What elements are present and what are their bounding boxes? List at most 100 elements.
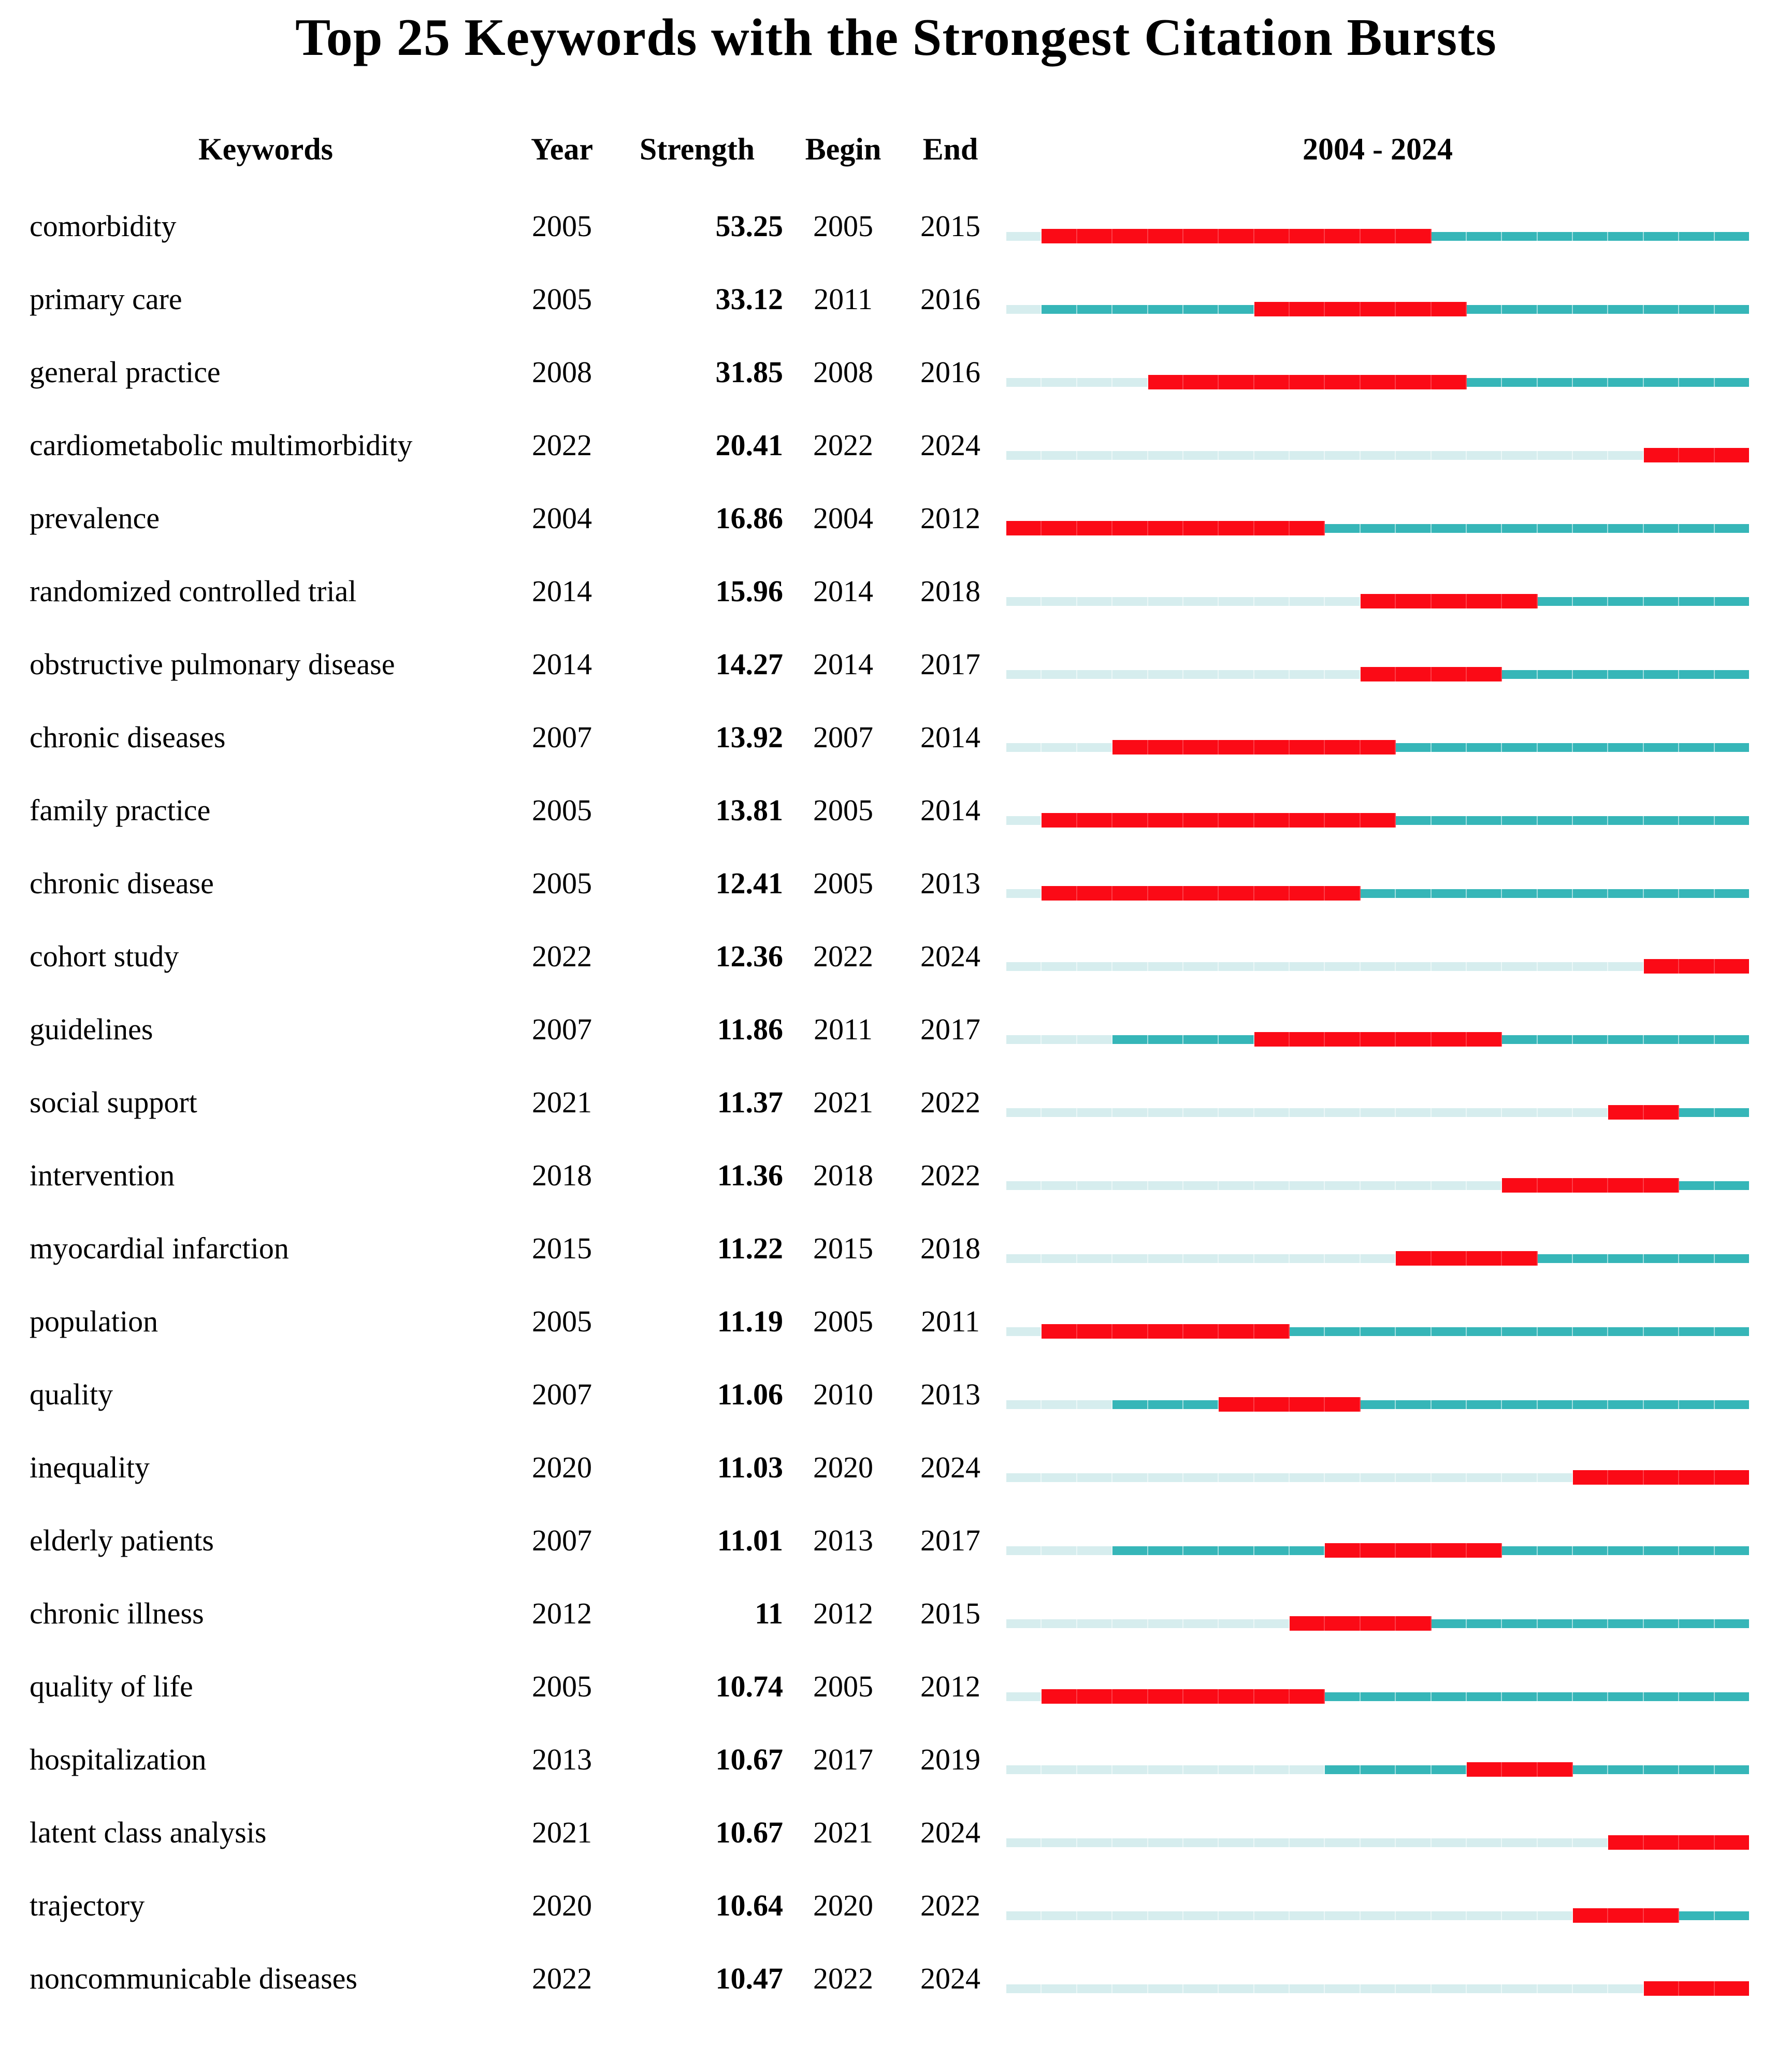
timeline-year-cell <box>1431 889 1467 898</box>
timeline-year-cell <box>1608 1105 1644 1120</box>
timeline-year-cell <box>1254 521 1290 535</box>
timeline-year-cell <box>1431 231 1467 241</box>
timeline-year-cell <box>1573 1035 1609 1044</box>
timeline-year-cell <box>1183 597 1219 606</box>
timeline-year-cell <box>1573 304 1609 314</box>
timeline-year-cell <box>1466 1251 1502 1266</box>
table-row: chronic illness 2012 11 2012 2015 <box>0 1577 1792 1650</box>
table-row: trajectory 2020 10.64 2020 2022 <box>0 1869 1792 1942</box>
timeline-year-cell <box>1183 1473 1219 1482</box>
timeline-year-cell <box>1219 670 1254 679</box>
timeline-year-cell <box>1290 1689 1325 1704</box>
year-value: 2021 <box>532 1085 592 1119</box>
timeline-year-cell <box>1431 1765 1467 1774</box>
end-value: 2016 <box>920 282 980 316</box>
timeline-year-cell <box>1466 1692 1502 1701</box>
keyword-label: prevalence <box>30 501 160 535</box>
timeline-year-cell <box>1431 1327 1467 1336</box>
timeline-year-cell <box>1006 1619 1042 1628</box>
timeline-year-cell <box>1006 670 1042 679</box>
timeline-year-cell <box>1714 1108 1749 1117</box>
year-value: 2005 <box>532 1670 592 1703</box>
timeline-year-cell <box>1290 1254 1325 1263</box>
timeline-year-cell <box>1396 451 1432 460</box>
year-value: 2013 <box>532 1743 592 1776</box>
timeline-year-cell <box>1077 378 1113 387</box>
timeline-year-cell <box>1360 1032 1396 1047</box>
timeline-year-cell <box>1714 1254 1749 1263</box>
timeline-year-cell <box>1643 959 1680 974</box>
timeline-year-cell <box>1360 1543 1396 1558</box>
timeline-year-cell <box>1466 1108 1502 1117</box>
timeline-year-cell <box>1537 1911 1573 1920</box>
strength-value: 11 <box>755 1597 783 1630</box>
timeline-year-cell <box>1573 1692 1609 1701</box>
keyword-label: quality <box>30 1377 113 1411</box>
end-value: 2022 <box>920 1085 980 1119</box>
timeline-year-cell <box>1290 1108 1325 1117</box>
timeline-year-cell <box>1148 375 1183 389</box>
timeline-year-cell <box>1431 1251 1467 1266</box>
timeline-year-cell <box>1608 231 1644 241</box>
timeline-year-cell <box>1679 1108 1715 1117</box>
timeline-year-cell <box>1396 1400 1432 1409</box>
timeline-year-cell <box>1112 1254 1148 1263</box>
keyword-label: latent class analysis <box>30 1816 267 1849</box>
timeline-year-cell <box>1608 1470 1644 1485</box>
timeline-year-cell <box>1679 597 1715 606</box>
table-row: hospitalization 2013 10.67 2017 2019 <box>0 1723 1792 1796</box>
timeline-year-cell <box>1573 1619 1609 1628</box>
timeline-year-cell <box>1502 1473 1538 1482</box>
timeline-year-cell <box>1714 1546 1749 1555</box>
timeline-year-cell <box>1679 959 1715 974</box>
timeline-year-cell <box>1006 962 1042 971</box>
timeline-year-cell <box>1396 1838 1432 1847</box>
timeline-year-cell <box>1183 521 1219 535</box>
year-value: 2014 <box>532 574 592 608</box>
timeline-year-cell <box>1219 1689 1254 1704</box>
burst-timeline-bar <box>1006 1689 1749 1704</box>
timeline-year-cell <box>1643 889 1680 898</box>
burst-timeline-bar <box>1006 448 1749 462</box>
table-row: elderly patients 2007 11.01 2013 2017 <box>0 1504 1792 1577</box>
timeline-year-cell <box>1077 304 1113 314</box>
timeline-year-cell <box>1502 1762 1538 1777</box>
end-value: 2018 <box>920 574 980 608</box>
table-row: randomized controlled trial 2014 15.96 2… <box>0 555 1792 628</box>
timeline-year-cell <box>1396 1911 1432 1920</box>
timeline-year-cell <box>1679 1981 1715 1996</box>
timeline-year-cell <box>1396 1765 1432 1774</box>
begin-value: 2014 <box>813 647 873 681</box>
timeline-year-cell <box>1396 1543 1432 1558</box>
timeline-year-cell <box>1112 597 1148 606</box>
timeline-year-cell <box>1608 1765 1644 1774</box>
strength-value: 13.81 <box>715 793 784 827</box>
timeline-year-cell <box>1396 1181 1432 1190</box>
timeline-year-cell <box>1431 962 1467 971</box>
timeline-year-cell <box>1325 375 1361 389</box>
timeline-year-cell <box>1254 1911 1290 1920</box>
begin-value: 2021 <box>813 1816 873 1849</box>
table-row: prevalence 2004 16.86 2004 2012 <box>0 482 1792 555</box>
timeline-year-cell <box>1077 1911 1113 1920</box>
burst-timeline-bar <box>1006 1324 1749 1339</box>
timeline-year-cell <box>1643 1254 1680 1263</box>
table-row: quality 2007 11.06 2010 2013 <box>0 1358 1792 1431</box>
burst-timeline-bar <box>1006 1178 1749 1193</box>
table-row: social support 2021 11.37 2021 2022 <box>0 1066 1792 1139</box>
timeline-year-cell <box>1537 1762 1573 1777</box>
timeline-year-cell <box>1431 375 1467 389</box>
timeline-year-cell <box>1112 451 1148 460</box>
timeline-year-cell <box>1006 1108 1042 1117</box>
timeline-year-cell <box>1573 1838 1609 1847</box>
table-row: latent class analysis 2021 10.67 2021 20… <box>0 1796 1792 1869</box>
keyword-label: cohort study <box>30 939 179 973</box>
timeline-year-cell <box>1254 1689 1290 1704</box>
timeline-year-cell <box>1608 304 1644 314</box>
strength-value: 31.85 <box>715 355 784 389</box>
timeline-year-cell <box>1042 1254 1077 1263</box>
timeline-year-cell <box>1112 813 1148 828</box>
end-value: 2019 <box>920 1743 980 1776</box>
timeline-year-cell <box>1502 304 1538 314</box>
